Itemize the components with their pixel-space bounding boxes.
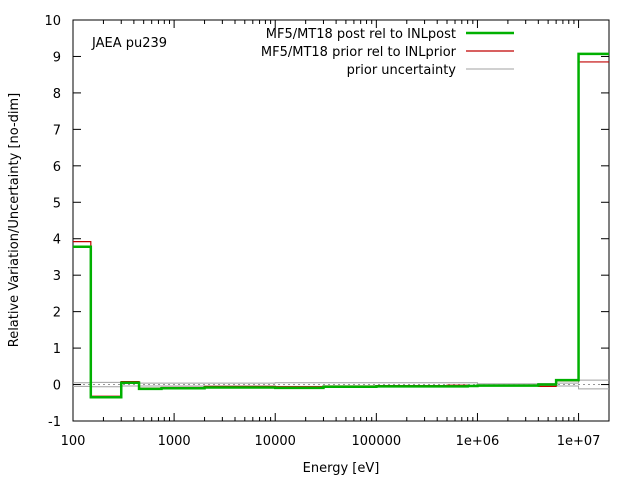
legend-entry-post-label: MF5/MT18 post rel to INLpost (266, 27, 456, 42)
legend-entry-uncertainty-label: prior uncertainty (347, 63, 457, 78)
y-tick-label: 10 (44, 14, 61, 29)
y-tick-label: 0 (53, 379, 61, 394)
y-axis-label: Relative Variation/Uncertainty [no-dim] (7, 93, 22, 348)
y-tick-label: -1 (48, 415, 61, 430)
legend: MF5/MT18 post rel to INLpost MF5/MT18 pri… (261, 27, 514, 78)
y-tick-label: 6 (53, 160, 61, 175)
y-tick-label: 7 (53, 123, 61, 138)
legend-entry-prior-label: MF5/MT18 prior rel to INLprior (261, 45, 457, 60)
annotation-label: JAEA pu239 (91, 36, 167, 51)
ticks-layer: 100 1000 10000 100000 1e+06 1e+07 -1 0 1 2 3 4 5 6 7 8 9… (44, 14, 610, 449)
y-tick-label: 5 (53, 196, 61, 211)
series-prior-line (73, 61, 609, 397)
series-layer (73, 52, 609, 399)
y-tick-label: 3 (53, 269, 61, 284)
series-post-line (73, 52, 609, 399)
y-tick-label: 1 (53, 342, 61, 357)
x-axis-label: Energy [eV] (303, 461, 380, 476)
y-tick-label: 8 (53, 87, 61, 102)
x-tick-label: 10000 (255, 434, 296, 449)
x-tick-label: 1e+07 (557, 434, 601, 449)
x-tick-label: 100000 (352, 434, 402, 449)
y-tick-label: 4 (53, 233, 61, 248)
y-tick-label: 2 (53, 306, 61, 321)
series-uncertainty-upper-line (73, 379, 609, 385)
x-tick-label: 1e+06 (456, 434, 500, 449)
x-tick-label: 100 (61, 434, 86, 449)
plot-frame (72, 19, 610, 422)
y-tick-label: 9 (53, 50, 61, 65)
x-tick-label: 1000 (158, 434, 191, 449)
